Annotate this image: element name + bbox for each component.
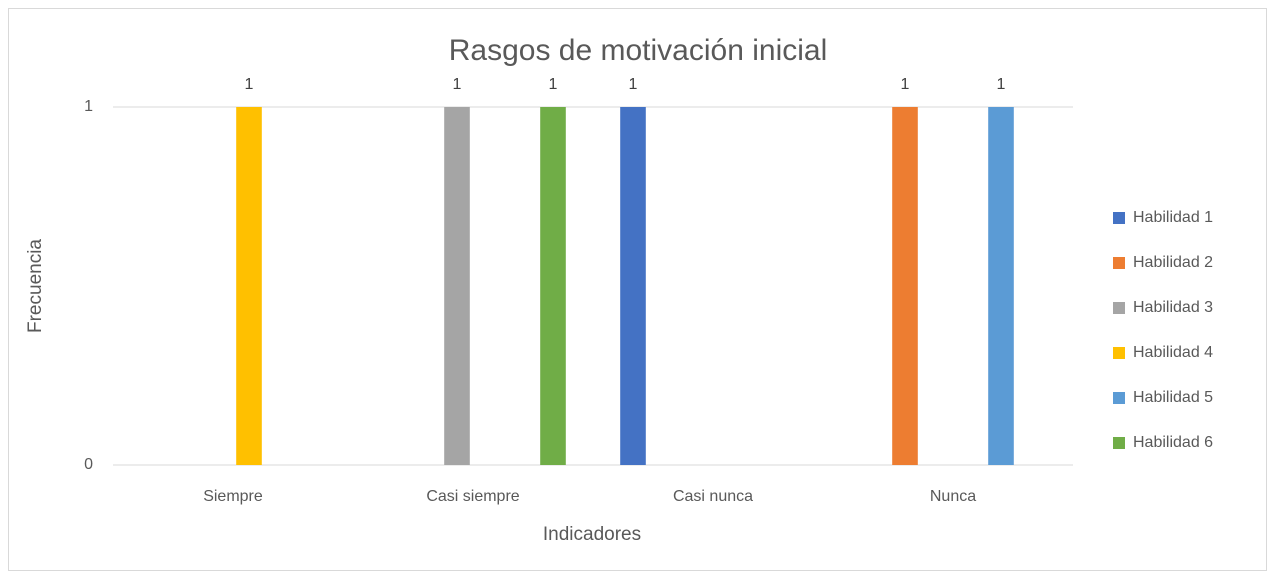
bar [540,107,566,465]
bar [892,107,918,465]
data-label: 1 [245,76,254,93]
legend-swatch [1113,302,1125,314]
bar [620,107,646,465]
data-label: 1 [549,76,558,93]
legend-label: Habilidad 4 [1133,344,1213,361]
y-tick-label: 1 [84,98,93,115]
legend-swatch [1113,347,1125,359]
legend-swatch [1113,212,1125,224]
bar [444,107,470,465]
data-label: 1 [901,76,910,93]
bar [236,107,262,465]
legend-label: Habilidad 2 [1133,254,1213,271]
legend-label: Habilidad 6 [1133,434,1213,451]
x-axis-label: Indicadores [543,524,641,545]
chart-title: Rasgos de motivación inicial [449,34,828,67]
y-axis-label: Frecuencia [25,239,46,333]
data-label: 1 [997,76,1006,93]
legend-label: Habilidad 1 [1133,209,1213,226]
data-label: 1 [453,76,462,93]
bar [988,107,1014,465]
x-tick-label: Casi nunca [673,488,753,505]
x-tick-label: Casi siempre [426,488,519,505]
legend-swatch [1113,392,1125,404]
x-tick-label: Siempre [203,488,263,505]
legend-swatch [1113,257,1125,269]
legend-label: Habilidad 3 [1133,299,1213,316]
y-tick-label: 0 [84,456,93,473]
data-label: 1 [629,76,638,93]
x-tick-label: Nunca [930,488,976,505]
legend-swatch [1113,437,1125,449]
legend-label: Habilidad 5 [1133,389,1213,406]
